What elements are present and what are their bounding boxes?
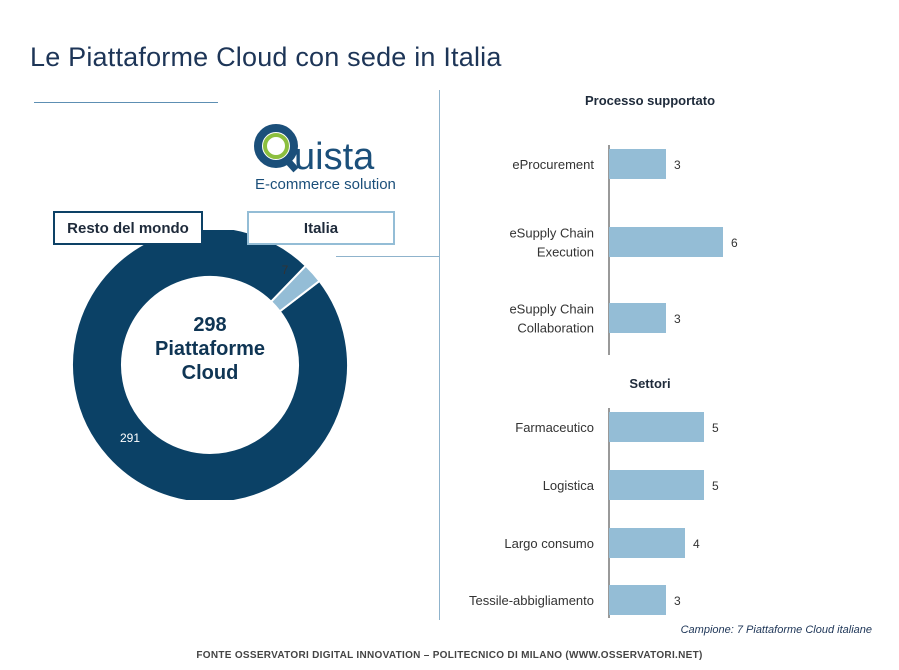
bar-label-settori-0: Farmaceutico <box>515 420 594 435</box>
bar-value-settori-0: 5 <box>712 421 719 435</box>
bar-value-settori-1: 5 <box>712 479 719 493</box>
bar-settori-3 <box>609 585 666 615</box>
bar-label-processo-2: eSupply Chain <box>509 302 594 317</box>
vertical-divider <box>439 90 440 620</box>
connector-line <box>336 256 439 257</box>
bar-processo-0 <box>609 149 666 179</box>
bar-label-processo-0: eProcurement <box>512 157 594 172</box>
bar-charts: Processo supportato 3 eProcurement 6 eSupply… <box>469 93 738 618</box>
bar-processo-2 <box>609 303 666 333</box>
bar-label-processo-1: Execution <box>537 245 594 260</box>
bar-label-settori-1: Logistica <box>543 478 595 493</box>
bar-settori-1 <box>609 470 704 500</box>
bar-label-settori-2: Largo consumo <box>504 536 594 551</box>
bar-value-processo-2: 3 <box>674 312 681 326</box>
quista-logo: uista E-commerce solution <box>252 118 402 198</box>
center-line-2: Cloud <box>181 362 239 384</box>
title-underline <box>34 102 218 103</box>
bar-label-processo-2: Collaboration <box>517 321 594 336</box>
chart-title-processo: Processo supportato <box>585 93 715 108</box>
donut-slice-italia <box>269 264 321 313</box>
bar-label-settori-3: Tessile-abbigliamento <box>469 593 594 608</box>
center-line-1: Piattaforme <box>154 338 266 360</box>
source-footer: FONTE OSSERVATORI DIGITAL INNOVATION – P… <box>196 650 703 661</box>
donut-center-label: 298 Piattaforme Cloud <box>110 313 310 385</box>
legend-italia: Italia <box>247 211 395 245</box>
bar-value-processo-0: 3 <box>674 158 681 172</box>
bar-settori-0 <box>609 412 704 442</box>
logo-q-icon <box>254 124 299 173</box>
chart-title-settori: Settori <box>629 376 670 391</box>
center-number: 298 <box>193 314 227 336</box>
donut-slice-italia-value: 7 <box>282 263 289 277</box>
logo-subtitle: E-commerce solution <box>255 176 396 193</box>
bar-value-processo-1: 6 <box>731 236 738 250</box>
bar-processo-1 <box>609 227 723 257</box>
sample-footnote: Campione: 7 Piattaforme Cloud italiane <box>680 624 872 636</box>
logo-wordmark: uista <box>294 136 375 178</box>
page-title: Le Piattaforme Cloud con sede in Italia <box>30 42 502 72</box>
bar-label-processo-1: eSupply Chain <box>509 226 594 241</box>
bar-value-settori-2: 4 <box>693 537 700 551</box>
bar-value-settori-3: 3 <box>674 594 681 608</box>
legend-resto-del-mondo: Resto del mondo <box>53 211 203 245</box>
donut-slice-resto-value: 291 <box>120 431 140 445</box>
bar-settori-2 <box>609 528 685 558</box>
